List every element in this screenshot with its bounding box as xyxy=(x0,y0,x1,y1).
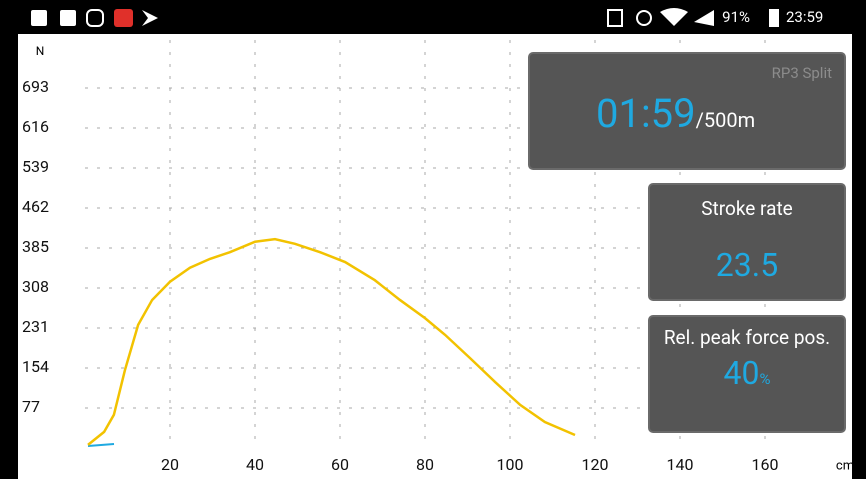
panel-unit: % xyxy=(759,370,771,388)
y-axis-label: N xyxy=(36,44,45,58)
y-tick-label: 616 xyxy=(22,117,49,136)
panel-value: 40 xyxy=(723,354,760,392)
force-curve xyxy=(87,237,576,446)
x-tick-label: 140 xyxy=(667,455,694,474)
x-tick-label: 160 xyxy=(752,455,779,474)
y-tick-label: 462 xyxy=(22,197,49,216)
x-tick-label: 60 xyxy=(331,455,349,474)
y-tick-label: 231 xyxy=(22,317,49,336)
peak-force-panel: Rel. peak force pos. 40% xyxy=(648,315,846,433)
baseline-marker xyxy=(87,443,115,447)
y-tick-label: 539 xyxy=(22,157,49,176)
x-tick-label: 100 xyxy=(497,455,524,474)
clock: 23:59 xyxy=(786,8,823,26)
y-tick-label: 385 xyxy=(22,237,49,256)
panel-title: Rel. peak force pos. xyxy=(663,326,831,349)
panel-unit: /500m xyxy=(695,108,756,132)
battery-level: 91% xyxy=(722,8,750,26)
panel-value: 01:59 xyxy=(596,90,696,137)
x-tick-label: 120 xyxy=(582,455,609,474)
status-icons xyxy=(31,8,779,27)
x-axis-label: cm xyxy=(836,458,854,473)
y-tick-label: 154 xyxy=(22,357,49,376)
y-tick-label: 693 xyxy=(22,77,49,96)
y-tick-label: 77 xyxy=(22,397,40,416)
panel-title: Stroke rate xyxy=(701,197,793,220)
panel-title: RP3 Split xyxy=(771,64,832,82)
panel-value: 23.5 xyxy=(715,246,779,284)
stroke-rate-panel: Stroke rate 23.5 xyxy=(648,183,846,301)
y-tick-label: 308 xyxy=(22,277,49,296)
panel-value-row: 01:59/500m xyxy=(596,90,755,137)
x-tick-label: 20 xyxy=(161,455,179,474)
panel-value-row: 40% xyxy=(650,354,844,392)
split-panel: RP3 Split 01:59/500m xyxy=(528,52,846,170)
x-tick-label: 80 xyxy=(416,455,434,474)
x-tick-label: 40 xyxy=(246,455,264,474)
status-bar xyxy=(0,0,866,34)
